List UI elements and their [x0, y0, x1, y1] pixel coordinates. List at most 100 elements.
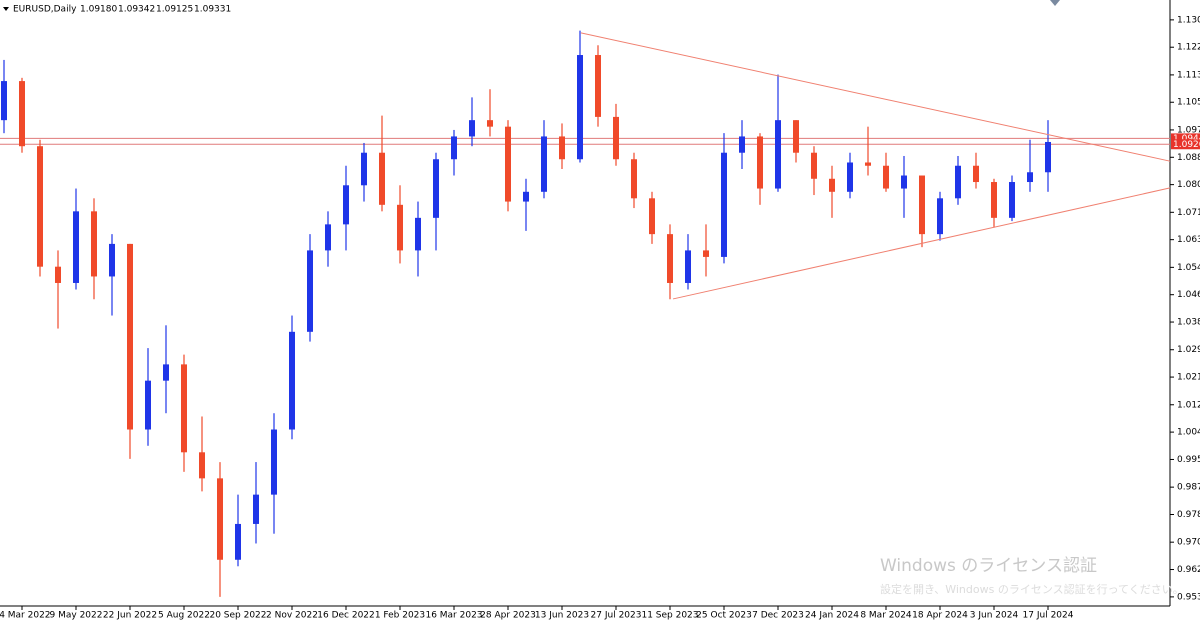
- x-tick-label: 28 Apr 2023: [480, 611, 536, 621]
- candle-body: [721, 152, 727, 257]
- candle-body: [1009, 182, 1015, 218]
- x-tick-label: 9 May 2022: [50, 611, 103, 621]
- x-tick-label: 25 Oct 2023: [696, 611, 752, 621]
- candle-body: [199, 452, 205, 479]
- y-tick-label: 1.0380: [1177, 318, 1200, 328]
- x-tick-label: 1 Feb 2023: [375, 611, 425, 621]
- y-tick-label: 1.0970: [1177, 125, 1200, 135]
- candle-body: [757, 136, 763, 189]
- x-tick-label: 16 Mar 2023: [425, 611, 482, 621]
- candle-body: [991, 182, 997, 218]
- candle-body: [433, 159, 439, 218]
- candle-body: [739, 136, 745, 153]
- y-tick-label: 0.9873: [1177, 483, 1200, 493]
- candle-body: [379, 152, 385, 205]
- candle-body: [289, 331, 295, 430]
- candle-body: [613, 116, 619, 160]
- candle-body: [883, 165, 889, 189]
- candle-body: [163, 364, 169, 381]
- price-label: 1.0944: [1173, 134, 1200, 144]
- candle-body: [955, 165, 961, 199]
- price-label-bg: [1171, 133, 1200, 144]
- candle-body: [271, 429, 277, 495]
- candle-body: [55, 266, 61, 283]
- candle-body: [1045, 141, 1051, 173]
- candle-body: [325, 224, 331, 251]
- y-tick-label: 0.9958: [1177, 455, 1200, 465]
- y-tick-label: 1.1139: [1177, 70, 1200, 80]
- y-tick-label: 1.0042: [1177, 428, 1200, 438]
- y-tick-label: 1.0295: [1177, 345, 1200, 355]
- ohlc-high: 1.09342: [118, 5, 155, 15]
- candle-body: [307, 250, 313, 332]
- candle-body: [451, 136, 457, 160]
- candle-body: [811, 152, 817, 179]
- menu-arrow[interactable]: [3, 7, 9, 11]
- trend-line: [580, 32, 1171, 162]
- candle-body: [775, 120, 781, 189]
- y-tick-label: 1.0802: [1177, 180, 1200, 190]
- candle-body: [577, 55, 583, 160]
- y-tick-label: 1.0464: [1177, 290, 1200, 300]
- candle-body: [973, 165, 979, 183]
- x-tick-label: 8 Mar 2024: [860, 611, 912, 621]
- candle-body: [343, 185, 349, 225]
- candle-body: [847, 162, 853, 192]
- candle-body: [469, 120, 475, 137]
- x-tick-label: 27 Jul 2023: [591, 611, 642, 621]
- candle-body: [109, 243, 115, 277]
- y-tick-label: 1.0886: [1177, 153, 1200, 163]
- candle-body: [937, 198, 943, 235]
- ohlc-close: 1.09331: [194, 5, 231, 15]
- candle-body: [397, 204, 403, 251]
- y-tick-label: 0.9704: [1177, 538, 1200, 548]
- watermark-sub: 設定を開き、Windows のライセンス認証を行ってください。: [880, 582, 1184, 596]
- candle-body: [649, 198, 655, 235]
- candle-body: [865, 162, 871, 166]
- candle-body: [541, 136, 547, 192]
- candle-body: [487, 120, 493, 127]
- candle-body: [73, 211, 79, 283]
- y-tick-label: 1.1308: [1177, 15, 1200, 25]
- x-tick-label: 24 Jan 2024: [805, 611, 859, 621]
- candle-body: [415, 217, 421, 251]
- candle-body: [145, 380, 151, 430]
- y-tick-label: 0.9789: [1177, 510, 1200, 520]
- candle-body: [19, 81, 25, 147]
- candle-body: [901, 175, 907, 189]
- x-tick-label: 16 Dec 2022: [317, 611, 375, 621]
- candle-body: [631, 159, 637, 199]
- ohlc-open: 1.09180: [80, 5, 117, 15]
- y-tick-label: 1.0548: [1177, 263, 1200, 273]
- candle-body: [181, 364, 187, 453]
- y-tick-label: 1.0126: [1177, 400, 1200, 410]
- candle-body: [217, 478, 223, 560]
- y-tick-label: 0.9536: [1177, 592, 1200, 602]
- price-label: 1.0926: [1173, 140, 1200, 150]
- candle-body: [235, 523, 241, 560]
- candle-body: [361, 152, 367, 186]
- watermark: Windows のライセンス認証: [880, 556, 1097, 576]
- candle-body: [919, 175, 925, 235]
- candle-body: [37, 146, 43, 267]
- candle-body: [523, 191, 529, 202]
- candle-body: [685, 250, 691, 283]
- x-tick-label: 24 Mar 2022: [0, 611, 51, 621]
- x-tick-label: 22 Jun 2022: [103, 611, 157, 621]
- candle-body: [829, 178, 835, 192]
- candle-body: [1, 81, 7, 121]
- x-tick-label: 7 Dec 2023: [752, 611, 804, 621]
- price-label-bg: [1171, 139, 1200, 150]
- y-tick-label: 1.1224: [1177, 43, 1200, 53]
- candle-body: [793, 120, 799, 153]
- symbol: EURUSD,Daily: [13, 5, 77, 15]
- y-tick-label: 1.0633: [1177, 235, 1200, 245]
- candle-body: [127, 243, 133, 430]
- x-tick-label: 5 Aug 2022: [158, 611, 210, 621]
- candle-body: [667, 234, 673, 283]
- candle-body: [91, 211, 97, 277]
- x-tick-label: 2 Nov 2022: [266, 611, 318, 621]
- x-tick-label: 3 Jun 2024: [970, 611, 1019, 621]
